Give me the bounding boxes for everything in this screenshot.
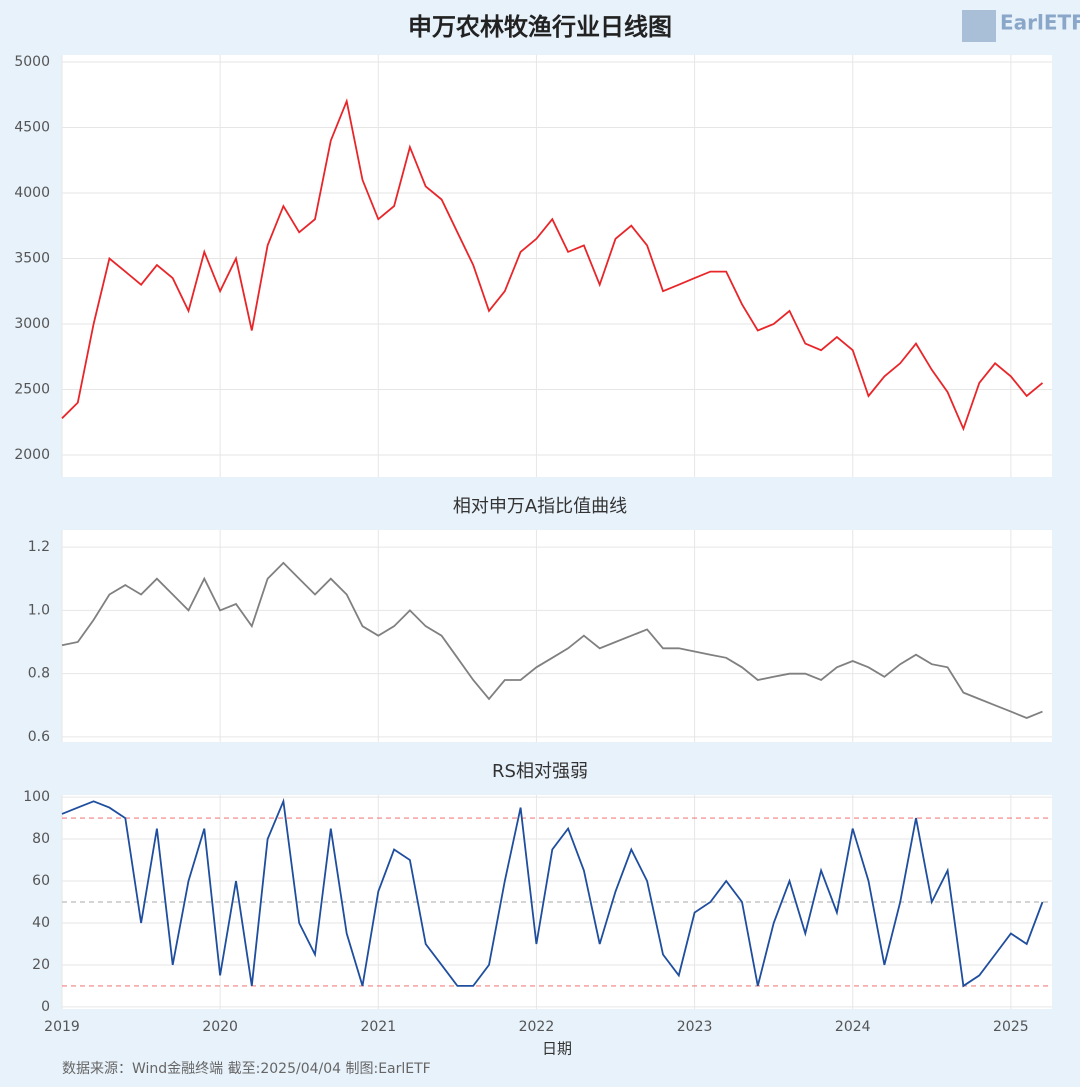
y-tick-label: 5000: [14, 54, 50, 70]
y-tick-label: 2000: [14, 447, 50, 463]
panel-title: 相对申万A指比值曲线: [453, 496, 627, 517]
y-tick-label: 3500: [14, 250, 50, 266]
y-tick-label: 80: [32, 831, 50, 847]
y-tick-label: 0.6: [28, 729, 50, 745]
panel-title: 申万农林牧渔行业日线图: [408, 13, 672, 41]
x-tick-label: 2021: [360, 1019, 396, 1035]
x-tick-label: 2022: [519, 1019, 555, 1035]
y-tick-label: 0.8: [28, 666, 50, 682]
x-tick-label: 2025: [993, 1019, 1029, 1035]
y-tick-label: 20: [32, 957, 50, 973]
y-tick-label: 3000: [14, 316, 50, 332]
y-tick-label: 4000: [14, 185, 50, 201]
y-tick-label: 1.2: [28, 539, 50, 555]
x-tick-label: 2023: [677, 1019, 713, 1035]
x-axis-title: 日期: [542, 1040, 572, 1058]
y-tick-label: 100: [23, 789, 50, 805]
source: 数据来源：Wind金融终端 截至:2025/04/04 制图:EarlETF: [62, 1061, 431, 1077]
plot-area: [62, 530, 1052, 742]
plot-area: [62, 55, 1052, 477]
logo: EarlETF: [1000, 11, 1080, 35]
logo-icon: [962, 10, 996, 42]
y-tick-label: 1.0: [28, 602, 50, 618]
panel-title: RS相对强弱: [492, 761, 588, 782]
x-tick-label: 2024: [835, 1019, 871, 1035]
series-line: [61, 98, 1044, 432]
y-tick-label: 0: [41, 999, 50, 1015]
y-tick-label: 60: [32, 873, 50, 889]
y-tick-label: 2500: [14, 381, 50, 397]
y-tick-label: 4500: [14, 119, 50, 135]
series-line: [61, 797, 1044, 988]
y-tick-label: 40: [32, 915, 50, 931]
series-line: [61, 561, 1043, 719]
x-tick-label: 2020: [202, 1019, 238, 1035]
x-tick-label: 2019: [44, 1019, 80, 1035]
